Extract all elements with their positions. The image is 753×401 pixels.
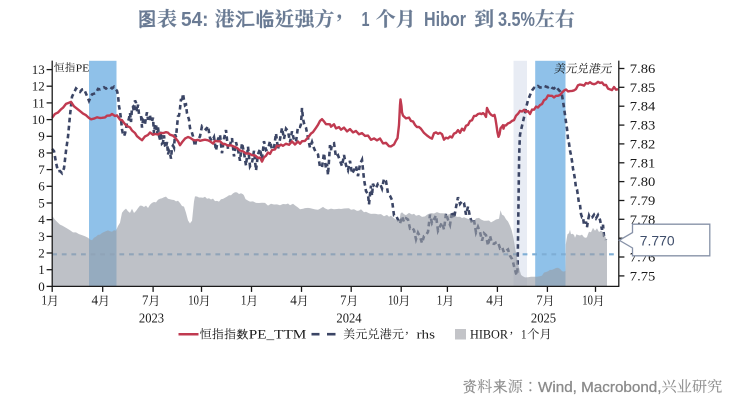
svg-text:Wind, Macrobond,: Wind, Macrobond, (538, 379, 662, 396)
svg-text:7: 7 (536, 294, 542, 309)
svg-text:1: 1 (241, 294, 247, 309)
svg-text:7.770: 7.770 (640, 232, 675, 248)
svg-text:1: 1 (42, 294, 48, 309)
svg-text:1: 1 (437, 294, 443, 309)
svg-text:7: 7 (142, 294, 148, 309)
svg-text:11: 11 (32, 95, 45, 110)
svg-text:0: 0 (38, 279, 45, 294)
svg-text:7.84: 7.84 (630, 99, 656, 114)
svg-text:6: 6 (38, 179, 45, 194)
svg-text:7.86: 7.86 (630, 61, 656, 76)
svg-text:7.80: 7.80 (630, 174, 656, 189)
svg-text:1: 1 (362, 9, 370, 31)
svg-text:9: 9 (38, 129, 45, 144)
svg-text:5: 5 (38, 195, 45, 210)
svg-text:4: 4 (290, 294, 297, 309)
svg-text:7.79: 7.79 (630, 193, 656, 208)
svg-text:2: 2 (38, 245, 45, 260)
svg-text:rhs: rhs (417, 327, 436, 341)
svg-text:2025: 2025 (531, 312, 556, 327)
svg-text:12: 12 (32, 79, 45, 94)
svg-text:1: 1 (38, 262, 45, 277)
svg-text:1: 1 (521, 327, 527, 341)
svg-text:7.78: 7.78 (630, 212, 656, 227)
svg-text:PE: PE (76, 62, 90, 74)
svg-text:7.83: 7.83 (630, 118, 656, 133)
svg-text:7.85: 7.85 (630, 80, 656, 95)
svg-text:7: 7 (340, 294, 346, 309)
svg-text:3.5%: 3.5% (498, 9, 535, 31)
svg-text:8: 8 (38, 145, 45, 160)
svg-text:HIBOR: HIBOR (470, 327, 509, 341)
svg-text:10: 10 (388, 294, 399, 309)
svg-text:2023: 2023 (139, 312, 164, 327)
svg-text:7.75: 7.75 (630, 268, 656, 283)
svg-text:Hibor: Hibor (424, 9, 466, 31)
svg-text:10: 10 (32, 112, 45, 127)
svg-text:4: 4 (486, 294, 493, 309)
svg-text:7.81: 7.81 (630, 155, 656, 170)
svg-text:7.82: 7.82 (630, 136, 656, 151)
svg-text:13: 13 (32, 62, 45, 77)
svg-text:PE_TTM: PE_TTM (249, 327, 307, 341)
svg-text:4: 4 (92, 294, 99, 309)
svg-text:3: 3 (38, 229, 45, 244)
svg-text:10: 10 (582, 294, 593, 309)
svg-text:54:: 54: (181, 9, 209, 31)
svg-text:2024: 2024 (336, 312, 361, 327)
svg-text:4: 4 (38, 212, 45, 227)
svg-text:7: 7 (38, 162, 45, 177)
svg-text:10: 10 (188, 294, 199, 309)
